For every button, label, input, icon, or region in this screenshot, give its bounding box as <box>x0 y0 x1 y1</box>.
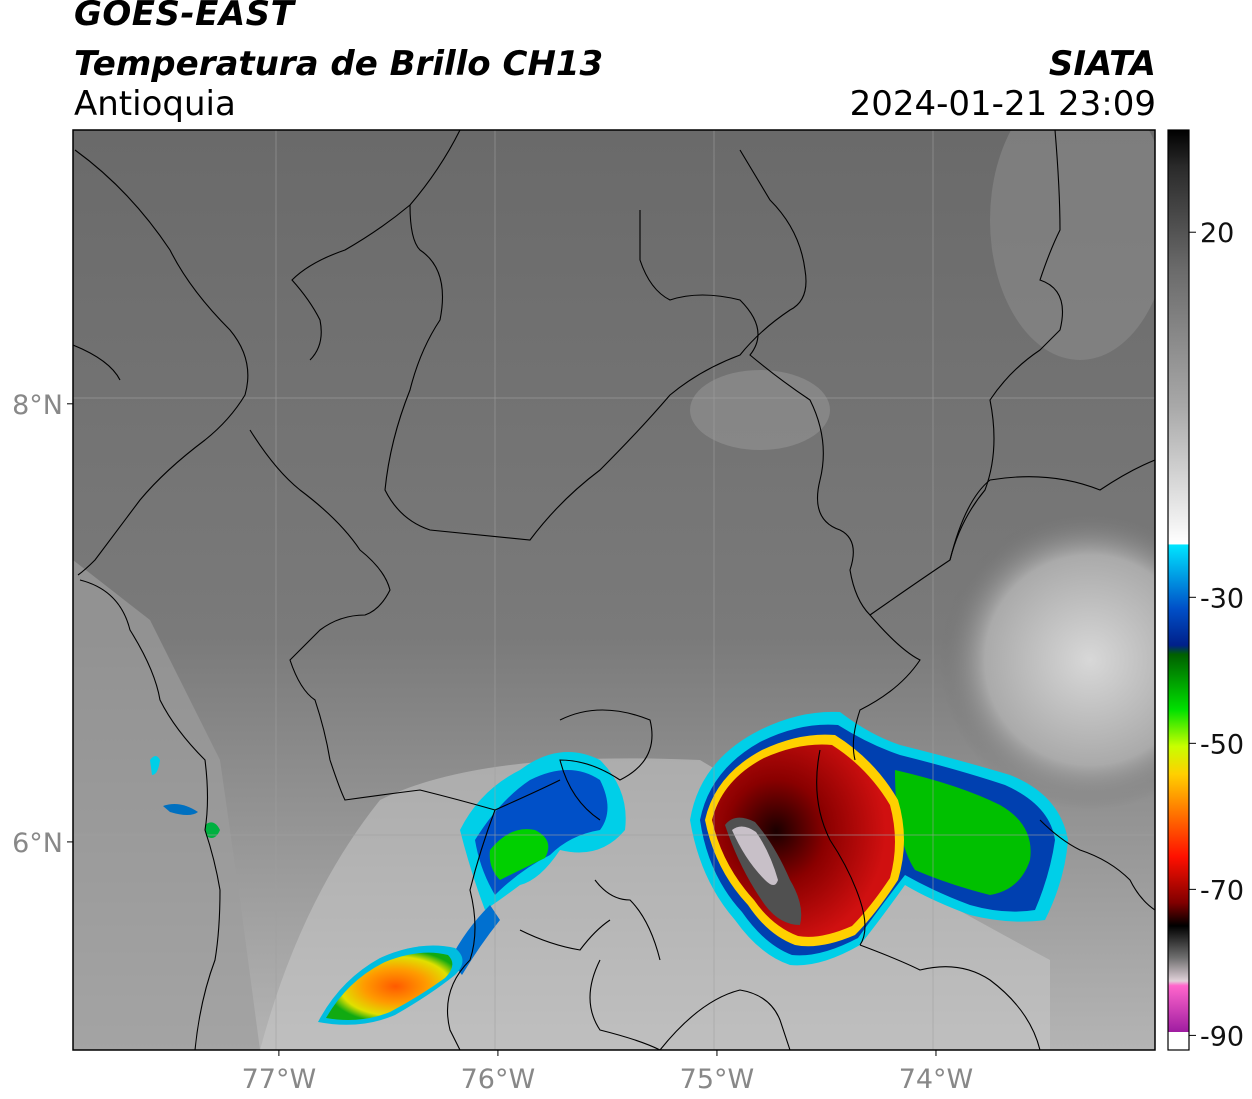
cloud-cluster-middle <box>450 752 626 975</box>
cloud-cluster-coast <box>150 756 220 838</box>
satellite-imagery <box>73 130 1155 1050</box>
longitude-label: 74°W <box>899 1064 974 1095</box>
gridlines <box>73 130 1155 1050</box>
longitude-label: 77°W <box>242 1064 317 1095</box>
colorbar-scale <box>1168 130 1189 1050</box>
storm-main <box>690 711 1068 966</box>
longitude-label: 76°W <box>461 1064 536 1095</box>
colorbar-label: -30 <box>1200 583 1244 614</box>
organization-label: SIATA <box>1048 44 1156 84</box>
colorbar-frame <box>1167 129 1190 1051</box>
latitude-label: 8°N <box>12 390 63 421</box>
map-frame <box>72 129 1156 1051</box>
longitude-labels: 77°W 76°W 75°W 74°W <box>242 1050 974 1095</box>
storm-southwest <box>318 945 463 1025</box>
admin-boundaries <box>73 130 1155 1050</box>
longitude-label: 75°W <box>680 1064 755 1095</box>
product-title: Temperatura de Brillo CH13 <box>74 44 604 84</box>
colorbar-label: -50 <box>1200 729 1244 760</box>
colorbar-label: -70 <box>1200 875 1244 906</box>
latitude-labels: 8°N 6°N <box>12 390 73 859</box>
colorbar-label: -90 <box>1200 1021 1244 1052</box>
colorbar-label: 20 <box>1200 218 1234 249</box>
colorbar-ticks: 20 -30 -50 -70 -90 <box>1189 218 1244 1052</box>
satellite-title: GOES-EAST <box>74 0 295 34</box>
colorbar-out-of-range <box>1168 1032 1189 1050</box>
timestamp-label: 2024-01-21 23:09 <box>849 84 1156 124</box>
region-title: Antioquia <box>74 84 236 124</box>
latitude-label: 6°N <box>12 828 63 859</box>
